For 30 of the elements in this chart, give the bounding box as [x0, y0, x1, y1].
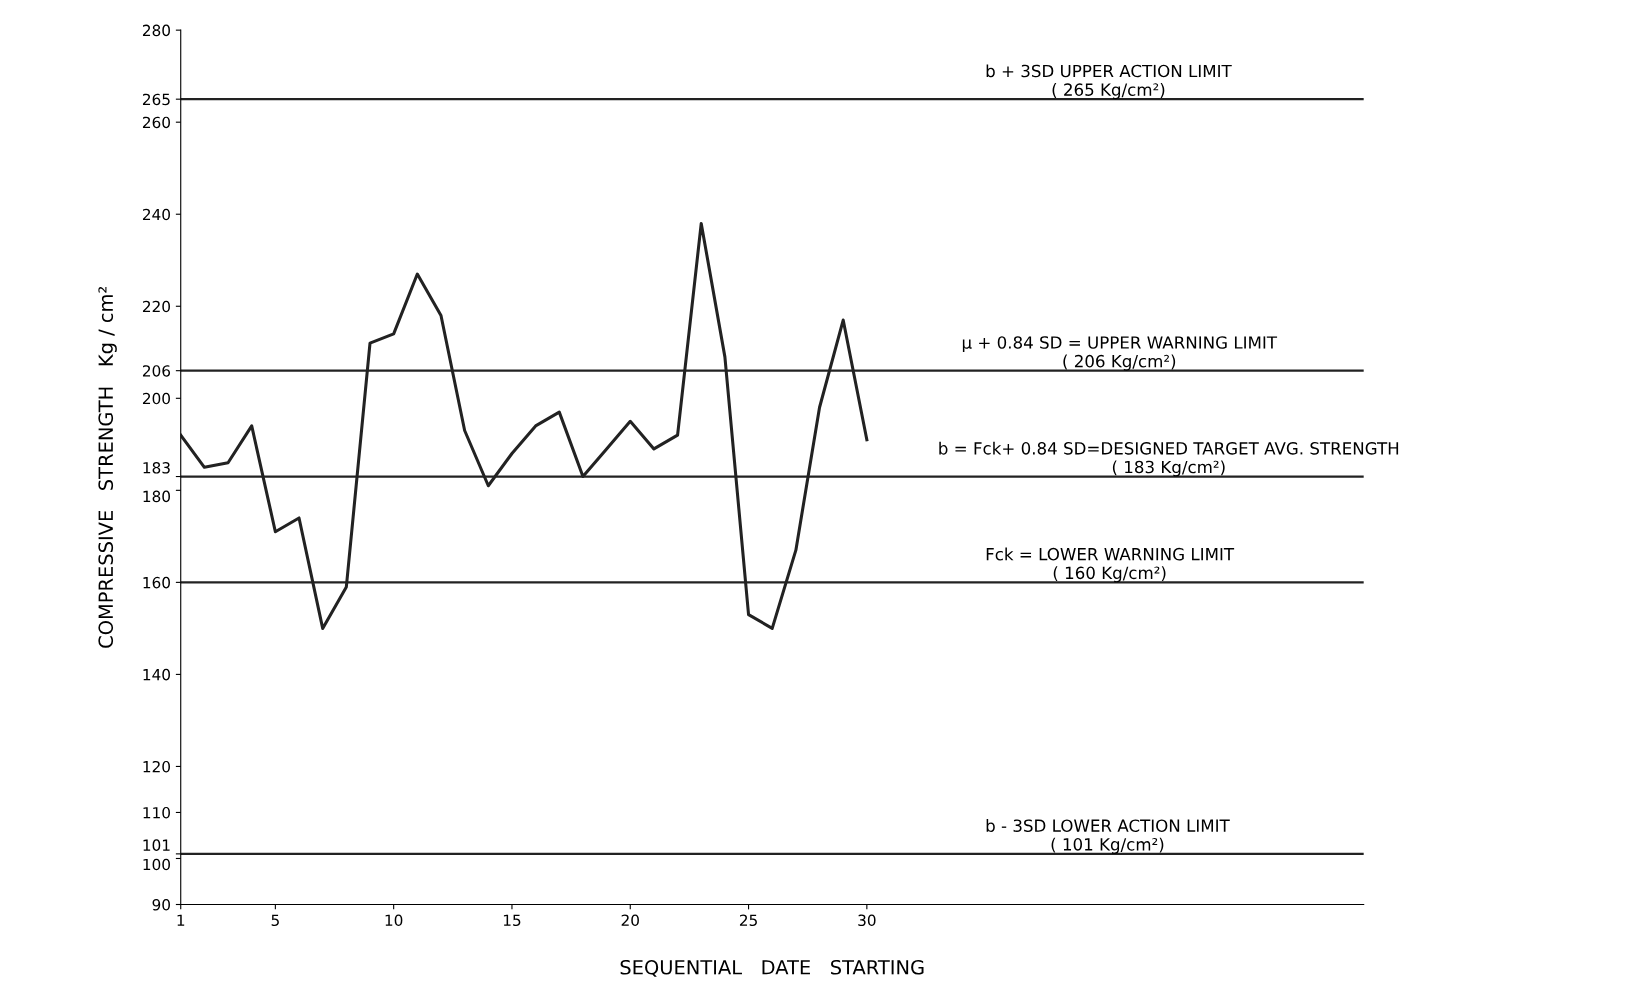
x-tick-label: 5: [271, 914, 279, 927]
ref-line-label: b + 3SD UPPER ACTION LIMIT ( 265 Kg/cm²): [986, 64, 1232, 100]
y-tick-label: 183: [143, 462, 170, 474]
y-tick-label: 280: [142, 24, 170, 37]
x-axis-title: SEQUENTIAL DATE STARTING: [620, 959, 924, 977]
x-tick-label: 30: [858, 914, 876, 927]
y-tick-label: 160: [143, 576, 170, 589]
y-tick-label: 101: [143, 839, 170, 851]
y-tick-label: 206: [142, 365, 171, 377]
ref-line-label: Fck = LOWER WARNING LIMIT ( 160 Kg/cm²): [986, 547, 1235, 583]
y-tick-label: 200: [142, 392, 170, 405]
x-tick-label: 10: [385, 914, 403, 927]
y-tick-label: 120: [143, 760, 170, 773]
ref-line-label: μ + 0.84 SD = UPPER WARNING LIMIT ( 206 Kg/cm²): [962, 336, 1278, 371]
x-tick-label: 15: [503, 914, 521, 927]
y-tick-label: 110: [143, 806, 170, 819]
x-tick-label: 25: [739, 914, 757, 927]
y-tick-label: 265: [142, 93, 170, 106]
ref-line-label: b = Fck+ 0.84 SD=DESIGNED TARGET AVG. STRENGTH ( 183 Kg/cm²): [939, 441, 1399, 477]
y-tick-label: 260: [142, 116, 170, 129]
ref-line-label: b - 3SD LOWER ACTION LIMIT ( 101 Kg/cm²): [986, 819, 1230, 854]
y-tick-label: 180: [143, 490, 170, 503]
x-tick-label: 20: [621, 914, 639, 927]
y-tick-label: 220: [142, 300, 170, 313]
y-tick-label: 100: [143, 858, 170, 871]
y-axis-title: COMPRESSIVE STRENGTH Kg / cm²: [98, 286, 117, 648]
y-tick-label: 140: [143, 668, 170, 681]
y-tick-label: 90: [152, 898, 170, 911]
y-tick-label: 240: [142, 208, 170, 221]
x-tick-label: 1: [177, 914, 185, 926]
